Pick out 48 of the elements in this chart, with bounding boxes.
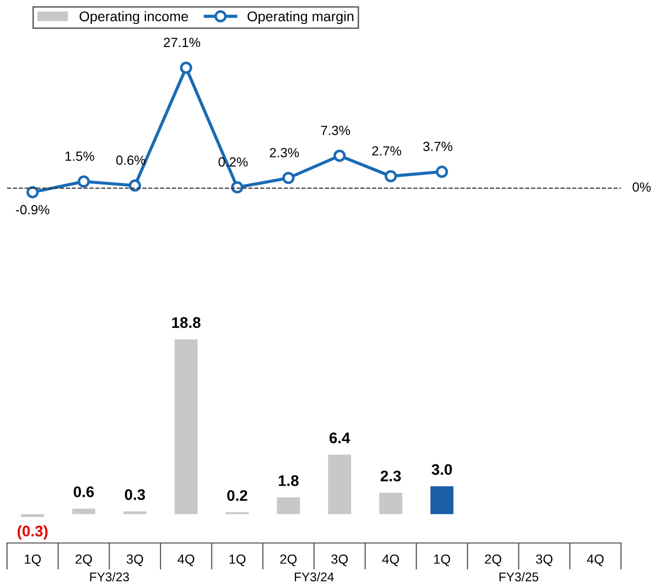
data-label: 18.8 (172, 317, 200, 328)
data-label: 3.7% (423, 142, 452, 152)
data-label: 0.2 (227, 490, 248, 501)
x-tick-label: 3Q (331, 554, 348, 566)
text: FY3/23 (90, 572, 129, 582)
point (26, 186, 39, 198)
point (333, 150, 346, 162)
x-tick-label: 1Q (434, 554, 450, 566)
x-tick-label: 2Q (76, 554, 92, 566)
data-label: -0.9% (16, 205, 50, 214)
ref-line-label: 0% (632, 182, 651, 192)
data-label: 1.5% (66, 152, 94, 161)
x-tick-label: 4Q (382, 554, 399, 566)
data-label: (0.3) (18, 525, 48, 540)
text: FY3/25 (500, 572, 538, 582)
bar (276, 497, 300, 514)
x-tick-label: 1Q (229, 554, 246, 566)
point (78, 175, 90, 188)
data-label: 6.4 (330, 432, 350, 444)
legend-label: Operating income (80, 11, 188, 24)
data-label: 0.6 (74, 486, 94, 498)
point (384, 170, 397, 182)
bar (72, 508, 96, 514)
x-tick-label: 2Q (484, 554, 502, 566)
legend-label: Operating margin (248, 11, 354, 24)
x-tick-label: 1Q (24, 554, 41, 566)
data-label: 0.3 (124, 489, 145, 500)
bar (174, 339, 198, 514)
data-label: 2.7% (372, 146, 402, 156)
data-label: 2.3 (380, 470, 401, 482)
text: FY3/24 (294, 572, 334, 582)
x-tick-label: 4Q (586, 554, 604, 566)
bar (379, 492, 402, 514)
x-tick-label: 3Q (126, 554, 144, 566)
point (436, 166, 448, 178)
bar (430, 486, 454, 514)
point (282, 172, 295, 184)
data-label: 3.0 (432, 464, 452, 475)
x-tick-label: 3Q (536, 554, 552, 566)
data-label: 1.8 (278, 475, 299, 486)
data-label: 27.1% (164, 38, 200, 48)
data-label: 2.3% (270, 148, 299, 158)
point (180, 62, 192, 74)
x-tick-label: 2Q (280, 554, 297, 566)
bar (328, 454, 352, 514)
x-tick-label: 4Q (178, 554, 194, 566)
data-label: 7.3% (321, 126, 350, 136)
bar (21, 514, 44, 517)
